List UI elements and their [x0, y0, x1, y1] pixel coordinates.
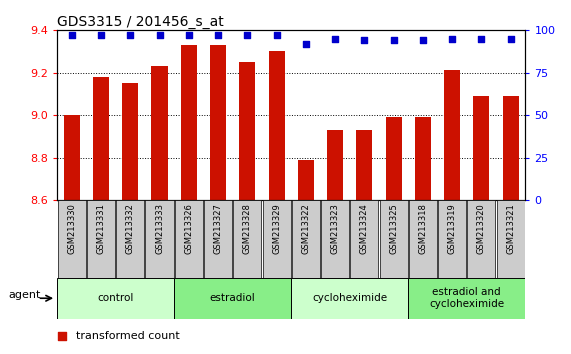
Text: GSM213329: GSM213329 — [272, 203, 281, 254]
FancyBboxPatch shape — [146, 200, 174, 278]
Text: transformed count: transformed count — [76, 331, 179, 341]
Bar — [210, 45, 226, 200]
Bar — [268, 51, 284, 200]
Text: GSM213319: GSM213319 — [448, 203, 457, 254]
Text: GSM213326: GSM213326 — [184, 203, 194, 254]
Point — [155, 32, 164, 38]
Text: GSM213330: GSM213330 — [67, 203, 77, 254]
Point — [67, 32, 77, 38]
FancyBboxPatch shape — [380, 200, 408, 278]
Bar — [385, 117, 401, 200]
Text: GSM213332: GSM213332 — [126, 203, 135, 254]
Point — [214, 32, 223, 38]
Bar — [444, 70, 460, 200]
Text: GSM213328: GSM213328 — [243, 203, 252, 254]
FancyBboxPatch shape — [468, 200, 496, 278]
Bar — [181, 45, 197, 200]
FancyBboxPatch shape — [497, 200, 525, 278]
FancyBboxPatch shape — [263, 200, 291, 278]
Text: control: control — [98, 293, 134, 303]
FancyBboxPatch shape — [438, 200, 466, 278]
Text: estradiol and
cycloheximide: estradiol and cycloheximide — [429, 287, 504, 309]
Text: GSM213323: GSM213323 — [331, 203, 340, 254]
FancyBboxPatch shape — [116, 200, 144, 278]
Text: GSM213327: GSM213327 — [214, 203, 223, 254]
Point — [301, 41, 311, 46]
FancyBboxPatch shape — [58, 200, 86, 278]
Text: GSM213318: GSM213318 — [419, 203, 428, 254]
FancyBboxPatch shape — [409, 200, 437, 278]
Bar — [356, 130, 372, 200]
FancyBboxPatch shape — [292, 200, 320, 278]
Bar — [298, 160, 314, 200]
Bar — [473, 96, 489, 200]
FancyBboxPatch shape — [87, 200, 115, 278]
Bar — [93, 77, 109, 200]
Point — [419, 38, 428, 43]
Bar — [415, 117, 431, 200]
FancyBboxPatch shape — [57, 278, 174, 319]
Text: cycloheximide: cycloheximide — [312, 293, 387, 303]
FancyBboxPatch shape — [291, 278, 408, 319]
Point — [184, 32, 194, 38]
FancyBboxPatch shape — [321, 200, 349, 278]
Text: GDS3315 / 201456_s_at: GDS3315 / 201456_s_at — [57, 15, 224, 29]
FancyBboxPatch shape — [234, 200, 262, 278]
Point — [126, 32, 135, 38]
Point — [448, 36, 457, 41]
Text: GSM213321: GSM213321 — [506, 203, 515, 254]
Text: agent: agent — [8, 290, 41, 300]
Text: GSM213324: GSM213324 — [360, 203, 369, 254]
Text: GSM213325: GSM213325 — [389, 203, 398, 254]
Bar — [64, 115, 80, 200]
Point — [272, 32, 281, 38]
Bar — [151, 66, 167, 200]
Point — [389, 38, 398, 43]
Point — [243, 32, 252, 38]
Bar — [122, 83, 138, 200]
Text: GSM213331: GSM213331 — [96, 203, 106, 254]
FancyBboxPatch shape — [204, 200, 232, 278]
Point — [96, 32, 106, 38]
Text: estradiol: estradiol — [210, 293, 256, 303]
Point — [57, 333, 66, 339]
Bar — [239, 62, 255, 200]
FancyBboxPatch shape — [174, 278, 291, 319]
Point — [331, 36, 340, 41]
FancyBboxPatch shape — [351, 200, 379, 278]
Text: GSM213320: GSM213320 — [477, 203, 486, 254]
Bar — [502, 96, 518, 200]
Bar — [327, 130, 343, 200]
Point — [360, 38, 369, 43]
Text: GSM213322: GSM213322 — [301, 203, 311, 254]
Point — [506, 36, 515, 41]
Point — [477, 36, 486, 41]
Text: GSM213333: GSM213333 — [155, 203, 164, 254]
FancyBboxPatch shape — [175, 200, 203, 278]
FancyBboxPatch shape — [408, 278, 525, 319]
